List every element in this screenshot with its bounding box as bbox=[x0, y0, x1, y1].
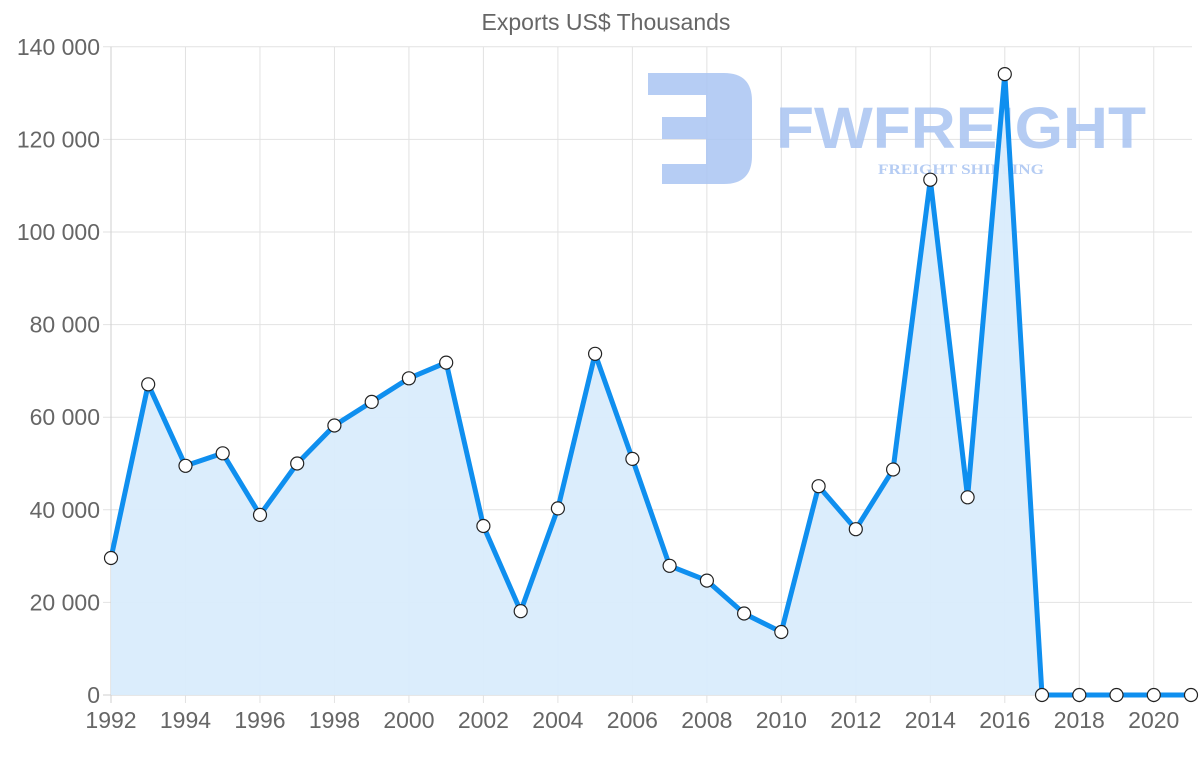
x-tick-label: 2020 bbox=[1128, 707, 1179, 733]
data-point-2012[interactable] bbox=[848, 522, 863, 537]
data-point-2009[interactable] bbox=[736, 606, 752, 621]
data-point-1996[interactable] bbox=[252, 507, 268, 523]
watermark-tagline: FREIGHT SHIPPING bbox=[878, 162, 1044, 178]
data-point-1997[interactable] bbox=[290, 456, 305, 471]
data-point-2003[interactable] bbox=[513, 604, 528, 619]
data-point-2015[interactable] bbox=[960, 490, 975, 505]
y-tick-label: 60 000 bbox=[30, 404, 100, 430]
data-point-2018[interactable] bbox=[1072, 687, 1087, 703]
y-tick-label: 20 000 bbox=[30, 589, 100, 615]
x-tick-label: 1992 bbox=[85, 707, 136, 733]
watermark-brand: FWFREIGHT bbox=[776, 96, 1146, 161]
x-tick-label: 1994 bbox=[160, 707, 211, 733]
x-tick-label: 1998 bbox=[309, 707, 360, 733]
x-tick-label: 2008 bbox=[681, 707, 732, 733]
y-tick-label: 120 000 bbox=[17, 126, 100, 152]
series-line bbox=[108, 71, 1194, 698]
data-point-2008[interactable] bbox=[699, 573, 715, 588]
data-point-2013[interactable] bbox=[885, 462, 901, 477]
data-point-2006[interactable] bbox=[625, 451, 640, 466]
chart-title: Exports US$ Thousands bbox=[482, 9, 731, 35]
data-point-2011[interactable] bbox=[811, 479, 826, 494]
x-tick-label: 2004 bbox=[532, 707, 583, 733]
x-tick-label: 1996 bbox=[234, 707, 285, 733]
y-tick-label: 140 000 bbox=[17, 34, 100, 60]
x-tick-label: 2012 bbox=[830, 707, 881, 733]
data-point-1994[interactable] bbox=[178, 458, 193, 473]
data-point-1999[interactable] bbox=[364, 394, 379, 409]
x-tick-label: 2002 bbox=[458, 707, 509, 733]
data-point-2017[interactable] bbox=[1034, 687, 1050, 703]
chart-series bbox=[103, 66, 1199, 703]
data-point-2021[interactable] bbox=[1183, 687, 1199, 703]
brand-watermark: FWFREIGHT FREIGHT SHIPPING bbox=[648, 73, 1146, 184]
x-tick-label: 2006 bbox=[607, 707, 658, 733]
data-point-1992[interactable] bbox=[103, 550, 119, 566]
y-tick-label: 100 000 bbox=[17, 219, 100, 245]
y-tick-label: 80 000 bbox=[30, 312, 100, 338]
x-tick-label: 2014 bbox=[905, 707, 956, 733]
y-tick-label: 0 bbox=[87, 682, 100, 708]
data-point-2014[interactable] bbox=[923, 172, 938, 187]
data-point-2000[interactable] bbox=[401, 371, 416, 386]
data-point-1993[interactable] bbox=[141, 377, 156, 392]
x-tick-label: 2000 bbox=[383, 707, 434, 733]
y-axis-ticks: 0 20 000 40 000 60 000 80 000 100 000 120 000 1… bbox=[17, 34, 100, 708]
y-tick-label: 40 000 bbox=[30, 497, 100, 523]
data-point-2020[interactable] bbox=[1146, 687, 1161, 703]
data-point-2002[interactable] bbox=[476, 518, 491, 534]
data-point-2019[interactable] bbox=[1109, 687, 1124, 703]
data-point-2001[interactable] bbox=[439, 355, 454, 370]
fwfreight-logo-icon bbox=[648, 73, 752, 184]
data-point-2004[interactable] bbox=[550, 501, 566, 516]
data-point-2010[interactable] bbox=[774, 624, 789, 640]
data-point-2005[interactable] bbox=[587, 346, 603, 361]
x-tick-label: 2018 bbox=[1054, 707, 1105, 733]
data-point-2007[interactable] bbox=[662, 558, 677, 573]
x-axis-ticks: 1992 1994 1996 1998 2000 2002 2004 2006 2008 2010… bbox=[85, 707, 1179, 733]
data-point-1995[interactable] bbox=[215, 446, 230, 461]
data-point-1998[interactable] bbox=[327, 418, 342, 433]
x-tick-label: 2010 bbox=[756, 707, 807, 733]
series-area-fill bbox=[111, 74, 1191, 696]
x-tick-label: 2016 bbox=[979, 707, 1030, 733]
data-point-2016[interactable] bbox=[997, 66, 1012, 82]
